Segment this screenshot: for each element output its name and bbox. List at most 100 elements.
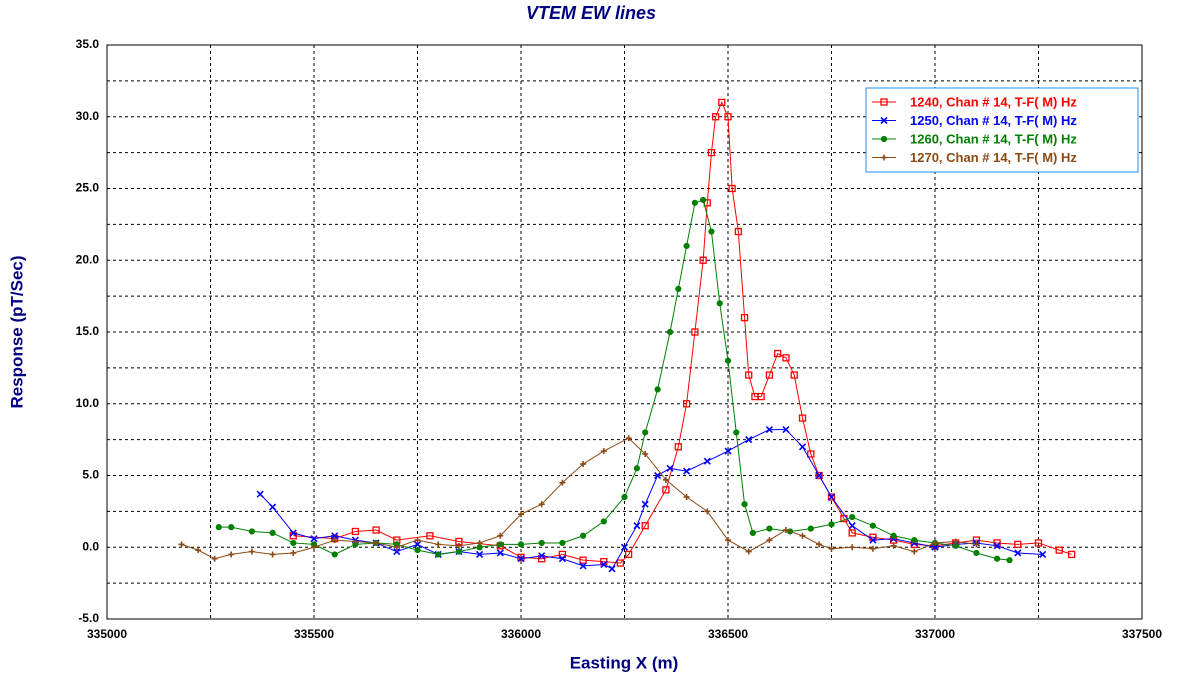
marker-circle [228,524,235,531]
marker-stroke [782,426,790,434]
marker [455,542,462,549]
marker [269,529,276,537]
marker [707,148,716,157]
marker [683,242,690,249]
marker-circle [691,199,698,206]
marker [728,184,736,193]
marker [654,471,662,480]
marker [674,443,682,451]
marker [538,539,545,547]
legend-label: 1250, Chan # 14, T-F( M) Hz [910,113,1077,128]
marker [691,328,699,336]
marker-stroke [880,116,888,125]
marker-stroke [869,536,877,544]
y-tick-label: 25.0 [76,181,100,195]
marker [994,555,1001,562]
y-tick-label: 35.0 [76,37,100,51]
marker [558,550,567,559]
marker [476,539,483,546]
y-tick-label: 5.0 [82,468,99,482]
marker-circle [621,493,628,501]
marker [621,493,628,501]
marker [766,537,773,544]
marker-circle [435,551,442,558]
marker [682,400,691,408]
marker-stroke [815,471,823,480]
marker-circle [869,522,877,529]
marker [724,113,732,121]
marker-stroke [654,471,662,480]
marker-stroke [608,565,616,573]
marker [807,525,814,532]
marker [435,551,442,558]
marker-circle [828,521,835,528]
marker [311,544,317,551]
marker [228,551,235,558]
marker [600,560,608,569]
marker-circle [633,465,641,472]
marker [827,493,836,501]
marker [683,467,691,475]
marker [476,550,484,558]
marker [1034,539,1043,547]
y-axis-title: Response (pT/Sec) [7,255,26,408]
marker [351,527,360,536]
marker [827,493,836,501]
marker-circle [890,532,897,539]
marker-stroke [666,464,674,472]
marker-square [372,526,380,534]
marker-stroke [393,547,401,556]
marker [807,450,815,458]
marker-square [774,349,782,358]
marker-square [1067,550,1076,559]
series-line [293,101,1072,564]
marker [782,426,790,434]
marker [798,443,807,451]
marker [849,544,856,551]
marker-square [674,443,682,451]
marker-circle [700,196,707,204]
marker-circle [994,555,1001,562]
marker-circle [517,541,525,548]
marker [600,518,607,525]
marker-circle [248,528,255,535]
marker [1039,550,1047,558]
marker-square [517,553,525,561]
marker-circle [642,429,649,436]
marker [749,529,756,537]
marker-stroke [310,535,318,543]
marker [608,565,616,573]
marker [558,555,566,563]
marker [1006,557,1013,564]
marker [228,524,235,531]
marker [517,555,525,563]
marker [782,527,789,534]
x-tick-label: 336000 [501,627,541,641]
marker-stroke [517,555,525,563]
marker-stroke [538,552,546,560]
marker [725,537,731,544]
marker-circle [269,529,276,537]
marker-stroke [683,467,691,475]
marker-stroke [1039,550,1047,558]
marker [774,349,782,358]
marker [699,256,707,264]
marker-stroke [558,555,566,563]
marker [538,501,545,508]
marker-circle [654,386,661,393]
marker [890,532,897,539]
marker [331,532,339,540]
marker [880,135,888,143]
marker [881,154,887,161]
marker [269,551,276,558]
marker-stroke [620,543,629,551]
marker-square [426,532,434,540]
marker-square [807,450,815,458]
marker-square [579,556,587,564]
marker-circle [600,518,607,525]
marker [373,539,380,546]
marker-square [815,471,823,480]
marker [497,541,504,548]
marker [849,514,856,521]
